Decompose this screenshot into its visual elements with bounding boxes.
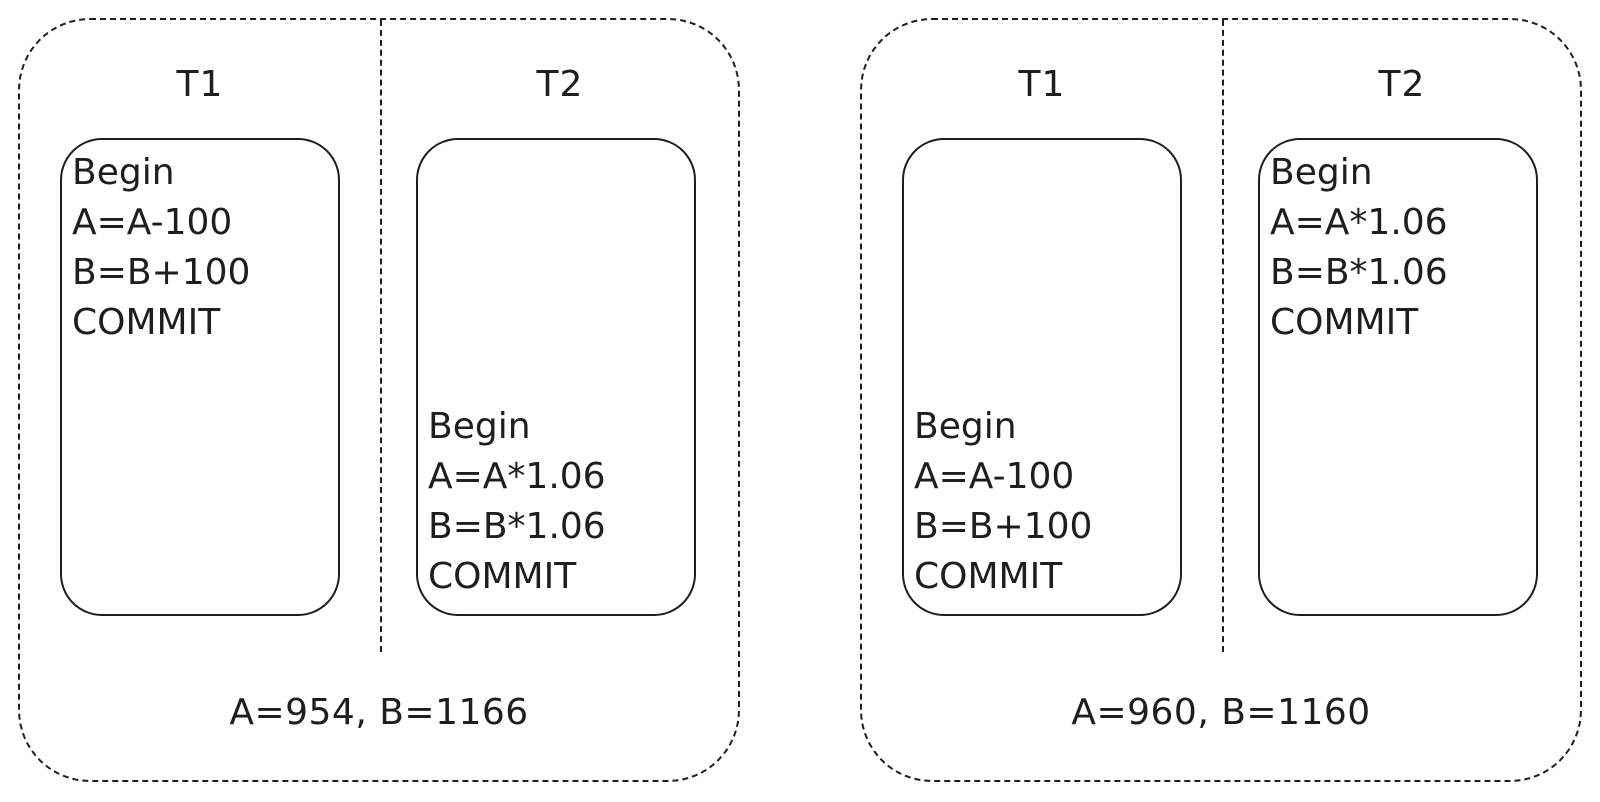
op-update-a: A=A-100	[72, 202, 233, 243]
t1-operations-list: Begin A=A-100 B=B+100 COMMIT	[914, 402, 1092, 602]
t2-operations-box: Begin A=A*1.06 B=B*1.06 COMMIT	[416, 138, 696, 616]
t1-label: T1	[176, 64, 224, 105]
op-commit: COMMIT	[914, 556, 1063, 597]
t2-label: T2	[1378, 64, 1426, 105]
transaction-divider	[380, 20, 382, 652]
t1-operations-box: Begin A=A-100 B=B+100 COMMIT	[902, 138, 1182, 616]
op-update-a: A=A*1.06	[428, 456, 606, 497]
op-commit: COMMIT	[72, 302, 221, 343]
op-update-a: A=A*1.06	[1270, 202, 1448, 243]
t2-label: T2	[536, 64, 584, 105]
t2-operations-list: Begin A=A*1.06 B=B*1.06 COMMIT	[1270, 148, 1448, 348]
schedule-2-frame: T1 T2 Begin A=A-100 B=B+100 COMMIT Begin…	[860, 18, 1582, 782]
op-update-a: A=A-100	[914, 456, 1075, 497]
schedule-result: A=954, B=1166	[229, 692, 529, 733]
schedule-1-frame: T1 T2 Begin A=A-100 B=B+100 COMMIT Begin…	[18, 18, 740, 782]
t2-operations-list: Begin A=A*1.06 B=B*1.06 COMMIT	[428, 402, 606, 602]
t2-operations-box: Begin A=A*1.06 B=B*1.06 COMMIT	[1258, 138, 1538, 616]
op-commit: COMMIT	[428, 556, 577, 597]
op-begin: Begin	[914, 406, 1017, 447]
t1-label: T1	[1018, 64, 1066, 105]
transaction-divider	[1222, 20, 1224, 652]
op-update-b: B=B*1.06	[1270, 252, 1448, 293]
schedule-result: A=960, B=1160	[1071, 692, 1371, 733]
op-begin: Begin	[428, 406, 531, 447]
t1-operations-box: Begin A=A-100 B=B+100 COMMIT	[60, 138, 340, 616]
op-update-b: B=B+100	[72, 252, 251, 293]
op-begin: Begin	[72, 152, 175, 193]
op-update-b: B=B+100	[914, 506, 1093, 547]
t1-operations-list: Begin A=A-100 B=B+100 COMMIT	[72, 148, 250, 348]
op-commit: COMMIT	[1270, 302, 1419, 343]
op-begin: Begin	[1270, 152, 1373, 193]
op-update-b: B=B*1.06	[428, 506, 606, 547]
